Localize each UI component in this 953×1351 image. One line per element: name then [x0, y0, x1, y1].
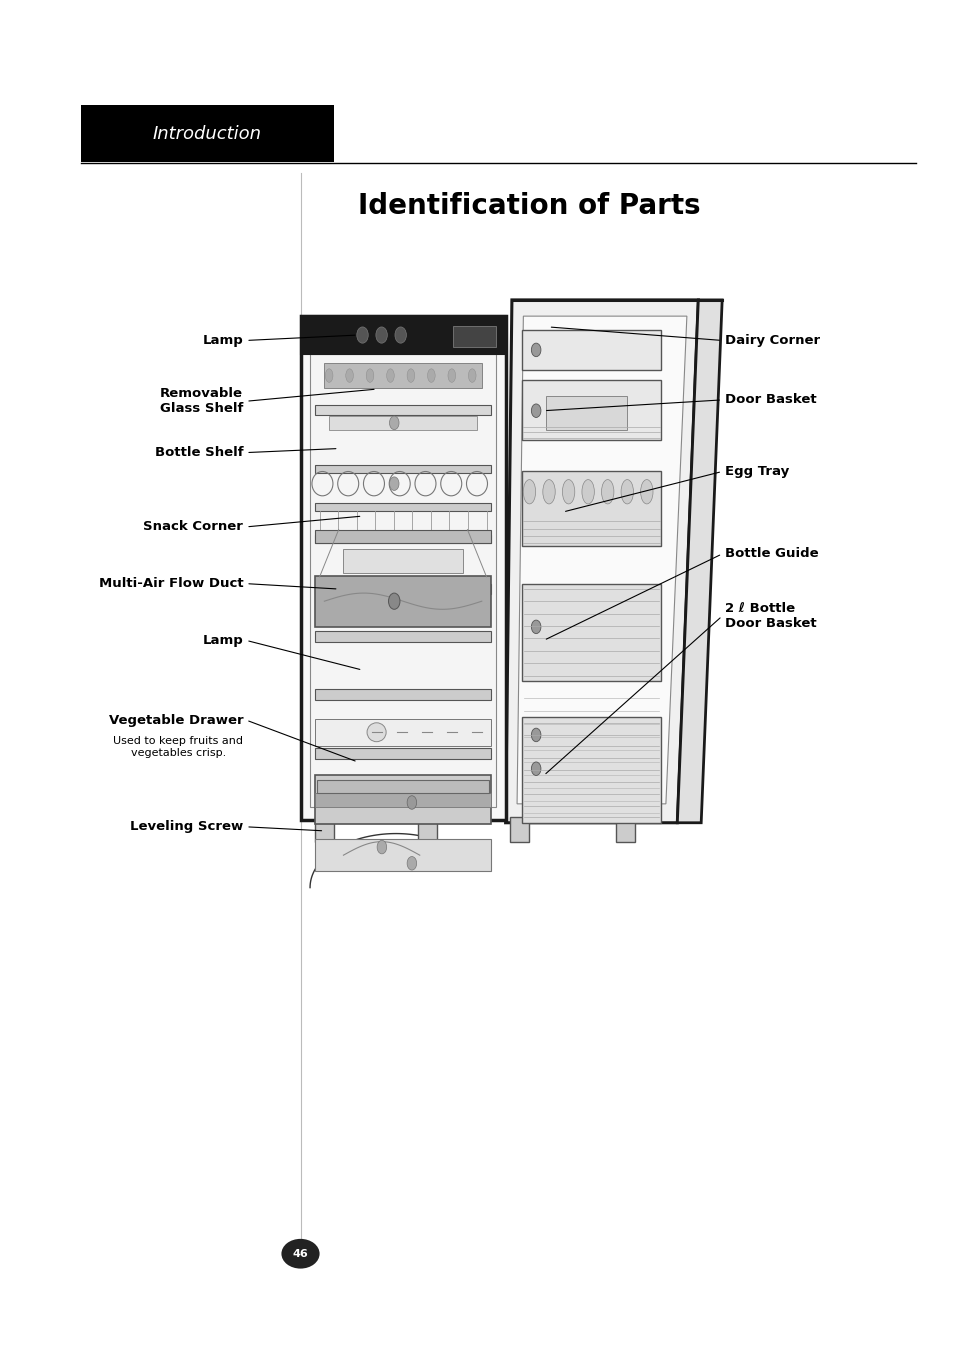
Ellipse shape	[325, 369, 333, 382]
Ellipse shape	[639, 480, 652, 504]
Ellipse shape	[522, 480, 536, 504]
Bar	[314, 839, 491, 871]
Bar	[417, 817, 436, 842]
Circle shape	[531, 728, 540, 742]
Polygon shape	[505, 300, 698, 823]
Ellipse shape	[581, 480, 594, 504]
Bar	[314, 817, 334, 842]
Bar	[521, 717, 660, 823]
Bar	[453, 326, 496, 347]
Circle shape	[395, 327, 406, 343]
Text: Bottle Guide: Bottle Guide	[724, 547, 818, 561]
Circle shape	[531, 620, 540, 634]
Text: Introduction: Introduction	[152, 124, 262, 143]
Ellipse shape	[542, 480, 555, 504]
Bar	[81, 105, 334, 162]
Bar	[314, 530, 491, 543]
Bar	[314, 719, 491, 746]
Text: Multi-Air Flow Duct: Multi-Air Flow Duct	[98, 577, 243, 590]
Circle shape	[388, 593, 399, 609]
Text: Vegetable Drawer: Vegetable Drawer	[109, 713, 243, 727]
Ellipse shape	[448, 369, 456, 382]
Ellipse shape	[561, 480, 574, 504]
Bar	[310, 354, 496, 807]
Bar	[521, 471, 660, 546]
Bar	[300, 316, 505, 354]
Bar	[314, 775, 491, 824]
Circle shape	[389, 416, 398, 430]
Bar	[300, 316, 505, 820]
Text: Dairy Corner: Dairy Corner	[724, 334, 820, 347]
Circle shape	[531, 762, 540, 775]
Text: 46: 46	[293, 1248, 308, 1259]
Bar	[521, 330, 660, 370]
Text: Used to keep fruits and
vegetables crisp.: Used to keep fruits and vegetables crisp…	[113, 736, 243, 758]
Text: Snack Corner: Snack Corner	[143, 520, 243, 534]
Bar	[329, 416, 476, 430]
Bar	[316, 780, 489, 793]
Ellipse shape	[468, 369, 476, 382]
Bar	[521, 380, 660, 440]
Text: Lamp: Lamp	[202, 634, 243, 647]
Bar	[314, 465, 491, 473]
Bar	[343, 549, 462, 573]
Bar	[616, 817, 635, 842]
Ellipse shape	[386, 369, 394, 382]
Ellipse shape	[345, 369, 353, 382]
Bar	[314, 793, 491, 807]
Text: Egg Tray: Egg Tray	[724, 465, 788, 478]
Circle shape	[375, 327, 387, 343]
Bar	[314, 748, 491, 759]
Text: Lamp: Lamp	[202, 334, 243, 347]
Ellipse shape	[407, 369, 415, 382]
Ellipse shape	[367, 723, 386, 742]
Text: Leveling Screw: Leveling Screw	[130, 820, 243, 834]
Ellipse shape	[427, 369, 435, 382]
Bar	[314, 689, 491, 700]
Ellipse shape	[600, 480, 614, 504]
Bar	[510, 817, 529, 842]
Polygon shape	[517, 316, 686, 804]
Text: Door Basket: Door Basket	[724, 393, 816, 407]
Bar	[521, 584, 660, 681]
Circle shape	[407, 796, 416, 809]
Text: Bottle Shelf: Bottle Shelf	[154, 446, 243, 459]
Ellipse shape	[281, 1239, 319, 1269]
Bar	[545, 396, 626, 430]
Bar	[324, 363, 481, 388]
Bar	[314, 405, 491, 415]
Circle shape	[389, 477, 398, 490]
Circle shape	[376, 840, 386, 854]
Ellipse shape	[620, 480, 633, 504]
Bar	[314, 535, 491, 543]
Circle shape	[531, 343, 540, 357]
Text: 2 ℓ Bottle
Door Basket: 2 ℓ Bottle Door Basket	[724, 603, 816, 630]
Text: Identification of Parts: Identification of Parts	[357, 192, 700, 220]
Polygon shape	[677, 300, 721, 823]
Circle shape	[531, 404, 540, 417]
Text: Removable
Glass Shelf: Removable Glass Shelf	[160, 388, 243, 415]
Bar	[314, 503, 491, 511]
Circle shape	[356, 327, 368, 343]
Circle shape	[407, 857, 416, 870]
Bar	[314, 631, 491, 642]
Ellipse shape	[366, 369, 374, 382]
Bar	[314, 576, 491, 627]
Bar	[314, 584, 491, 594]
